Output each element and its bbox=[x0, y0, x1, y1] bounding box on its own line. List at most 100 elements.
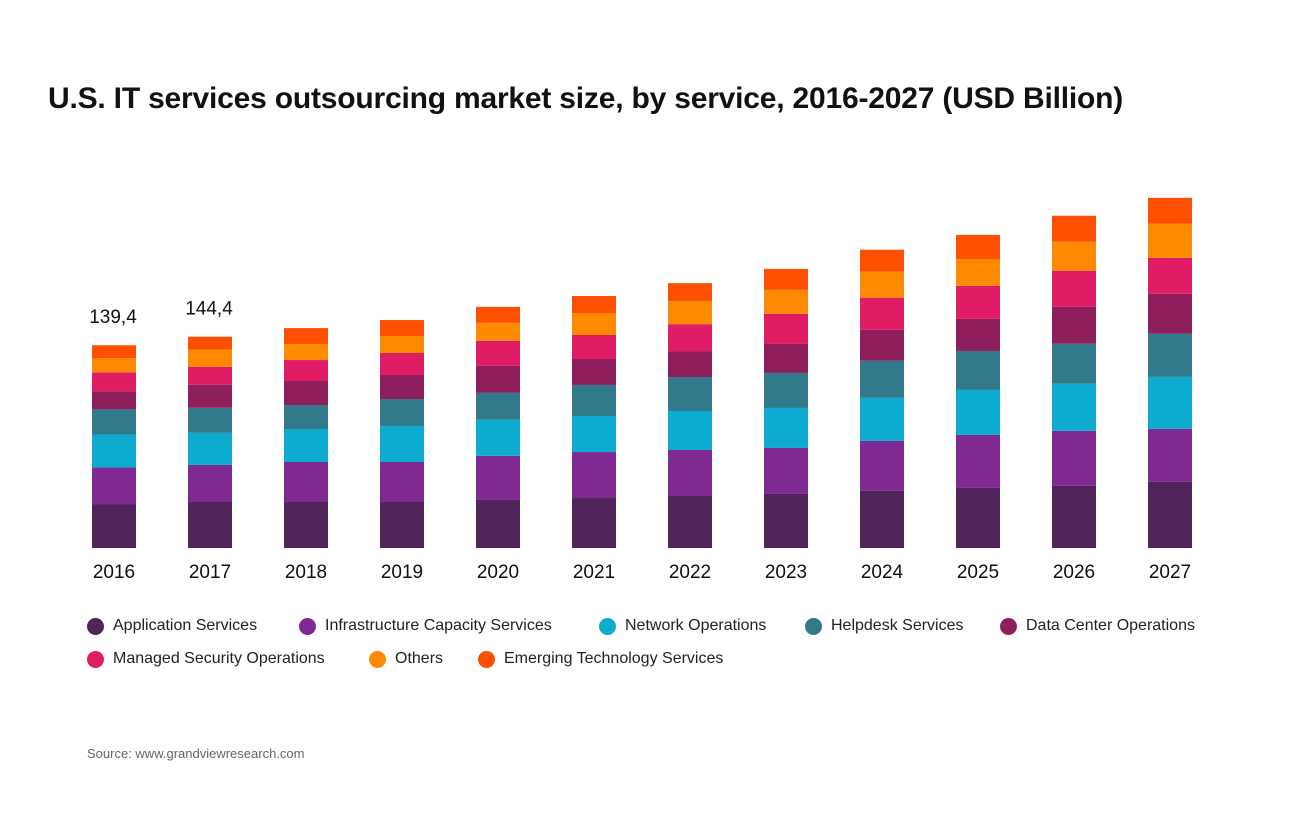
x-tick-label-2023: 2023 bbox=[765, 562, 807, 583]
bar-segment-2016-7 bbox=[92, 358, 136, 373]
bar-segment-2026-1 bbox=[1052, 485, 1096, 548]
legend-item: Managed Security Operations bbox=[87, 650, 325, 668]
bar-segment-2021-3 bbox=[572, 416, 616, 453]
bar-segment-2022-2 bbox=[668, 449, 712, 496]
bar-segment-2021-7 bbox=[572, 313, 616, 335]
bar-segment-2017-7 bbox=[188, 349, 232, 367]
bar-segment-2020-3 bbox=[476, 419, 520, 456]
bar-segment-2024-1 bbox=[860, 490, 904, 548]
bar-segment-2020-7 bbox=[476, 322, 520, 341]
bar-segment-2024-5 bbox=[860, 329, 904, 361]
bar-segment-2027-6 bbox=[1148, 257, 1192, 294]
bar-segment-2020-5 bbox=[476, 365, 520, 393]
bar-segment-2016-5 bbox=[92, 391, 136, 410]
bar-segment-2021-2 bbox=[572, 452, 616, 499]
bar-segment-2027-7 bbox=[1148, 223, 1192, 258]
legend-item: Others bbox=[369, 650, 443, 668]
bar-segment-2022-6 bbox=[668, 324, 712, 352]
legend-label: Helpdesk Services bbox=[831, 617, 964, 634]
bar-segment-2021-4 bbox=[572, 384, 616, 417]
bar-segment-2017-3 bbox=[188, 432, 232, 465]
bar-segment-2018-5 bbox=[284, 380, 328, 406]
bar-segment-2019-7 bbox=[380, 336, 424, 354]
bar-segment-2025-8 bbox=[956, 234, 1000, 259]
bar-segment-2017-2 bbox=[188, 464, 232, 502]
x-tick-label-2016: 2016 bbox=[93, 562, 135, 583]
legend-swatch-icon bbox=[87, 617, 104, 635]
bar-segment-2023-4 bbox=[764, 372, 808, 408]
data-label-total-2016: 139,4 bbox=[89, 307, 137, 328]
bar-segment-2025-5 bbox=[956, 318, 1000, 351]
x-tick-label-2025: 2025 bbox=[957, 562, 999, 583]
bar-segment-2019-2 bbox=[380, 462, 424, 502]
bar-segment-2023-2 bbox=[764, 447, 808, 494]
bar-segment-2026-6 bbox=[1052, 270, 1096, 307]
bar-segment-2022-7 bbox=[668, 301, 712, 325]
bar-segment-2026-7 bbox=[1052, 241, 1096, 271]
x-tick-label-2024: 2024 bbox=[861, 562, 904, 583]
bar-segment-2023-7 bbox=[764, 289, 808, 314]
bar-segment-2018-8 bbox=[284, 328, 328, 345]
bar-segment-2023-1 bbox=[764, 493, 808, 548]
bar-segment-2027-3 bbox=[1148, 376, 1192, 429]
bar-segment-2023-8 bbox=[764, 268, 808, 290]
bar-segment-2024-2 bbox=[860, 440, 904, 491]
legend-swatch-icon bbox=[369, 650, 386, 668]
bar-segment-2016-6 bbox=[92, 372, 136, 392]
bar-segment-2021-5 bbox=[572, 359, 616, 385]
legend-swatch-icon bbox=[478, 650, 495, 668]
bar-segment-2018-2 bbox=[284, 462, 328, 502]
bar-segment-2022-5 bbox=[668, 351, 712, 378]
bar-segment-2021-1 bbox=[572, 498, 616, 548]
legend-swatch-icon bbox=[299, 617, 316, 635]
bar-segment-2018-3 bbox=[284, 429, 328, 463]
data-label-total-2017: 144,4 bbox=[185, 299, 233, 320]
bar-segment-2017-5 bbox=[188, 384, 232, 408]
bar-segment-2020-6 bbox=[476, 340, 520, 366]
bar-segment-2027-5 bbox=[1148, 293, 1192, 334]
legend-label: Managed Security Operations bbox=[113, 650, 325, 667]
bar-segment-2018-6 bbox=[284, 360, 328, 381]
bar-segment-2027-4 bbox=[1148, 333, 1192, 377]
bar-segment-2017-8 bbox=[188, 336, 232, 350]
legend-item: Emerging Technology Services bbox=[478, 650, 723, 668]
bars-layer bbox=[92, 197, 1192, 548]
legend-label: Application Services bbox=[113, 617, 258, 634]
bar-segment-2016-2 bbox=[92, 467, 136, 505]
bar-segment-2016-8 bbox=[92, 345, 136, 359]
bar-segment-2020-2 bbox=[476, 455, 520, 500]
bar-segment-2026-3 bbox=[1052, 383, 1096, 431]
bar-segment-2020-8 bbox=[476, 306, 520, 323]
bar-segment-2017-1 bbox=[188, 501, 232, 548]
legend: Application Services Infrastructure Capac… bbox=[87, 617, 1237, 683]
bar-segment-2025-6 bbox=[956, 285, 1000, 319]
bar-segment-2026-5 bbox=[1052, 306, 1096, 344]
bar-segment-2017-4 bbox=[188, 407, 232, 433]
legend-row-2: Managed Security Operations Others Emergin… bbox=[87, 650, 1237, 683]
legend-label: Emerging Technology Services bbox=[504, 650, 724, 667]
legend-item: Data Center Operations bbox=[1000, 617, 1195, 635]
chart-title: U.S. IT services outsourcing market size… bbox=[48, 82, 1124, 115]
bar-segment-2022-3 bbox=[668, 411, 712, 450]
legend-item: Network Operations bbox=[599, 617, 766, 635]
x-tick-label-2018: 2018 bbox=[285, 562, 327, 583]
bar-segment-2016-4 bbox=[92, 409, 136, 435]
bar-segment-2019-5 bbox=[380, 374, 424, 400]
bar-segment-2018-4 bbox=[284, 405, 328, 430]
bar-segment-2021-8 bbox=[572, 296, 616, 314]
bar-segment-2027-2 bbox=[1148, 428, 1192, 482]
x-tick-label-2017: 2017 bbox=[189, 562, 231, 583]
legend-swatch-icon bbox=[1000, 617, 1017, 635]
legend-item: Infrastructure Capacity Services bbox=[299, 617, 552, 635]
legend-label: Network Operations bbox=[625, 617, 767, 634]
bar-segment-2018-1 bbox=[284, 501, 328, 548]
legend-swatch-icon bbox=[87, 650, 104, 668]
bar-segment-2019-3 bbox=[380, 425, 424, 463]
bar-segment-2016-1 bbox=[92, 504, 136, 548]
bar-segment-2019-8 bbox=[380, 320, 424, 337]
bar-segment-2024-4 bbox=[860, 360, 904, 398]
bar-segment-2027-1 bbox=[1148, 481, 1192, 548]
x-tick-label-2026: 2026 bbox=[1053, 562, 1095, 583]
bar-segment-2024-6 bbox=[860, 297, 904, 330]
bar-segment-2019-4 bbox=[380, 399, 424, 426]
